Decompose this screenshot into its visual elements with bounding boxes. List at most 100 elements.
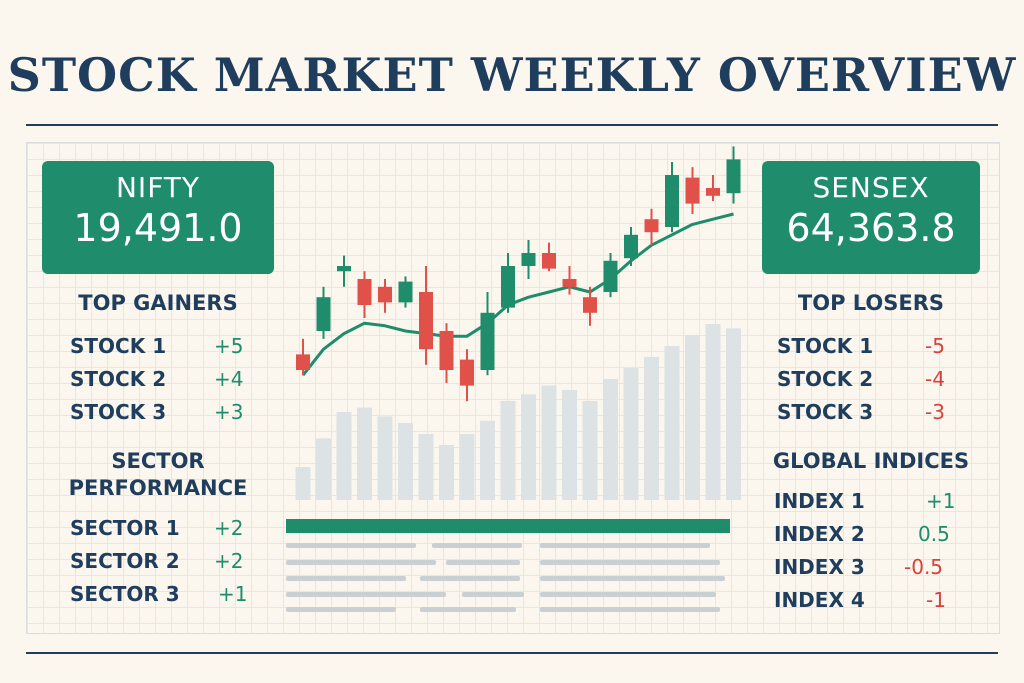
- nifty-label: NIFTY: [115, 171, 201, 204]
- index-change: +1: [926, 489, 956, 513]
- placeholder-line: [540, 560, 720, 565]
- gainer-name: STOCK 2: [70, 367, 167, 391]
- volume-bar: [500, 401, 516, 500]
- candle-down: [562, 279, 577, 287]
- placeholder-line: [462, 592, 524, 597]
- top-gainers-heading: TOP GAINERS: [78, 291, 238, 315]
- candle-down: [419, 292, 433, 350]
- gainer-change: +4: [214, 367, 244, 391]
- loser-change: -4: [925, 367, 945, 391]
- page-title: STOCK MARKET WEEKLY OVERVIEW: [7, 48, 1017, 102]
- candle-up: [501, 266, 515, 308]
- candle-down: [542, 253, 556, 269]
- index-change: 0.5: [918, 522, 950, 546]
- index-name: INDEX 3: [774, 555, 865, 579]
- loser-name: STOCK 2: [777, 367, 874, 391]
- sector-change: +2: [214, 549, 244, 573]
- placeholder-line: [286, 560, 436, 565]
- placeholder-line: [286, 543, 416, 548]
- sector-name: SECTOR 1: [70, 516, 180, 540]
- volume-bar: [685, 335, 700, 500]
- loser-name: STOCK 3: [777, 400, 874, 424]
- volume-bar: [521, 394, 536, 500]
- nifty-value: 19,491.0: [73, 206, 243, 250]
- volume-bar: [398, 423, 413, 500]
- sensex-card: SENSEX 64,363.8: [762, 161, 980, 274]
- index-name: INDEX 4: [774, 588, 865, 612]
- sector-performance-heading: SECTOR PERFORMANCE: [42, 448, 274, 502]
- top-losers-heading: TOP LOSERS: [797, 291, 945, 315]
- nifty-card: NIFTY 19,491.0: [42, 161, 274, 274]
- placeholder-line: [432, 543, 522, 548]
- highlight-bar: [286, 519, 730, 533]
- sector-heading-line1: SECTOR: [111, 449, 205, 473]
- index-change: -1: [926, 588, 946, 612]
- sector-row: SECTOR 2 +2: [70, 547, 250, 575]
- volume-bar: [377, 416, 393, 500]
- gainer-row: STOCK 1 +5: [70, 332, 250, 360]
- candle-up: [603, 260, 618, 292]
- candle-up: [624, 234, 638, 259]
- volume-bar: [480, 420, 495, 500]
- candle-up: [316, 297, 331, 331]
- volume-bar: [664, 346, 680, 500]
- loser-row: STOCK 2 -4: [777, 365, 957, 393]
- index-name: INDEX 1: [774, 489, 865, 513]
- gainer-name: STOCK 1: [70, 334, 167, 358]
- gainer-row: STOCK 3 +3: [70, 398, 250, 426]
- placeholder-line: [286, 576, 406, 581]
- loser-row: STOCK 3 -3: [777, 398, 957, 426]
- sector-change: +1: [218, 582, 248, 606]
- volume-bar: [541, 385, 557, 500]
- placeholder-line: [286, 607, 396, 612]
- candle-down: [296, 354, 310, 370]
- top-divider: [26, 124, 998, 126]
- volume-bar: [336, 412, 352, 500]
- candle-down: [357, 279, 372, 305]
- placeholder-line: [420, 576, 520, 581]
- placeholder-line: [540, 592, 716, 597]
- index-change: -0.5: [904, 555, 944, 579]
- placeholder-line: [540, 576, 725, 581]
- volume-bar: [705, 324, 721, 500]
- candle-down: [706, 188, 720, 196]
- sensex-label: SENSEX: [812, 171, 930, 204]
- placeholder-line: [540, 607, 720, 612]
- loser-change: -3: [925, 400, 945, 424]
- volume-bar: [316, 438, 331, 500]
- volume-bar: [644, 357, 659, 500]
- index-row: INDEX 1 +1: [774, 487, 956, 515]
- loser-row: STOCK 1 -5: [777, 332, 957, 360]
- index-row: INDEX 3 -0.5: [774, 553, 954, 581]
- sector-row: SECTOR 1 +2: [70, 514, 250, 542]
- sector-change: +2: [214, 516, 244, 540]
- candle-down: [378, 286, 392, 303]
- volume-bar: [726, 328, 741, 500]
- loser-change: -5: [925, 334, 945, 358]
- sector-row: SECTOR 3 +1: [70, 580, 250, 608]
- candle-up: [521, 253, 536, 266]
- bottom-divider: [26, 652, 998, 654]
- sector-name: SECTOR 2: [70, 549, 180, 573]
- candle-down: [685, 177, 700, 204]
- candle-down: [460, 359, 474, 386]
- index-row: INDEX 4 -1: [774, 586, 954, 614]
- volume-bar: [418, 434, 434, 500]
- volume-bar: [623, 368, 639, 500]
- placeholder-line: [446, 560, 520, 565]
- volume-bar: [562, 390, 577, 500]
- volume-bar: [603, 379, 618, 500]
- candle-up: [480, 312, 495, 370]
- index-name: INDEX 2: [774, 522, 865, 546]
- candle-down: [644, 219, 659, 233]
- volume-bar: [357, 407, 372, 500]
- trend-line: [301, 212, 734, 377]
- loser-name: STOCK 1: [777, 334, 874, 358]
- candle-up: [337, 266, 351, 272]
- sensex-value: 64,363.8: [786, 206, 956, 250]
- candle-down: [583, 297, 597, 313]
- index-row: INDEX 2 0.5: [774, 520, 954, 548]
- candle-up: [398, 281, 413, 303]
- sector-name: SECTOR 3: [70, 582, 180, 606]
